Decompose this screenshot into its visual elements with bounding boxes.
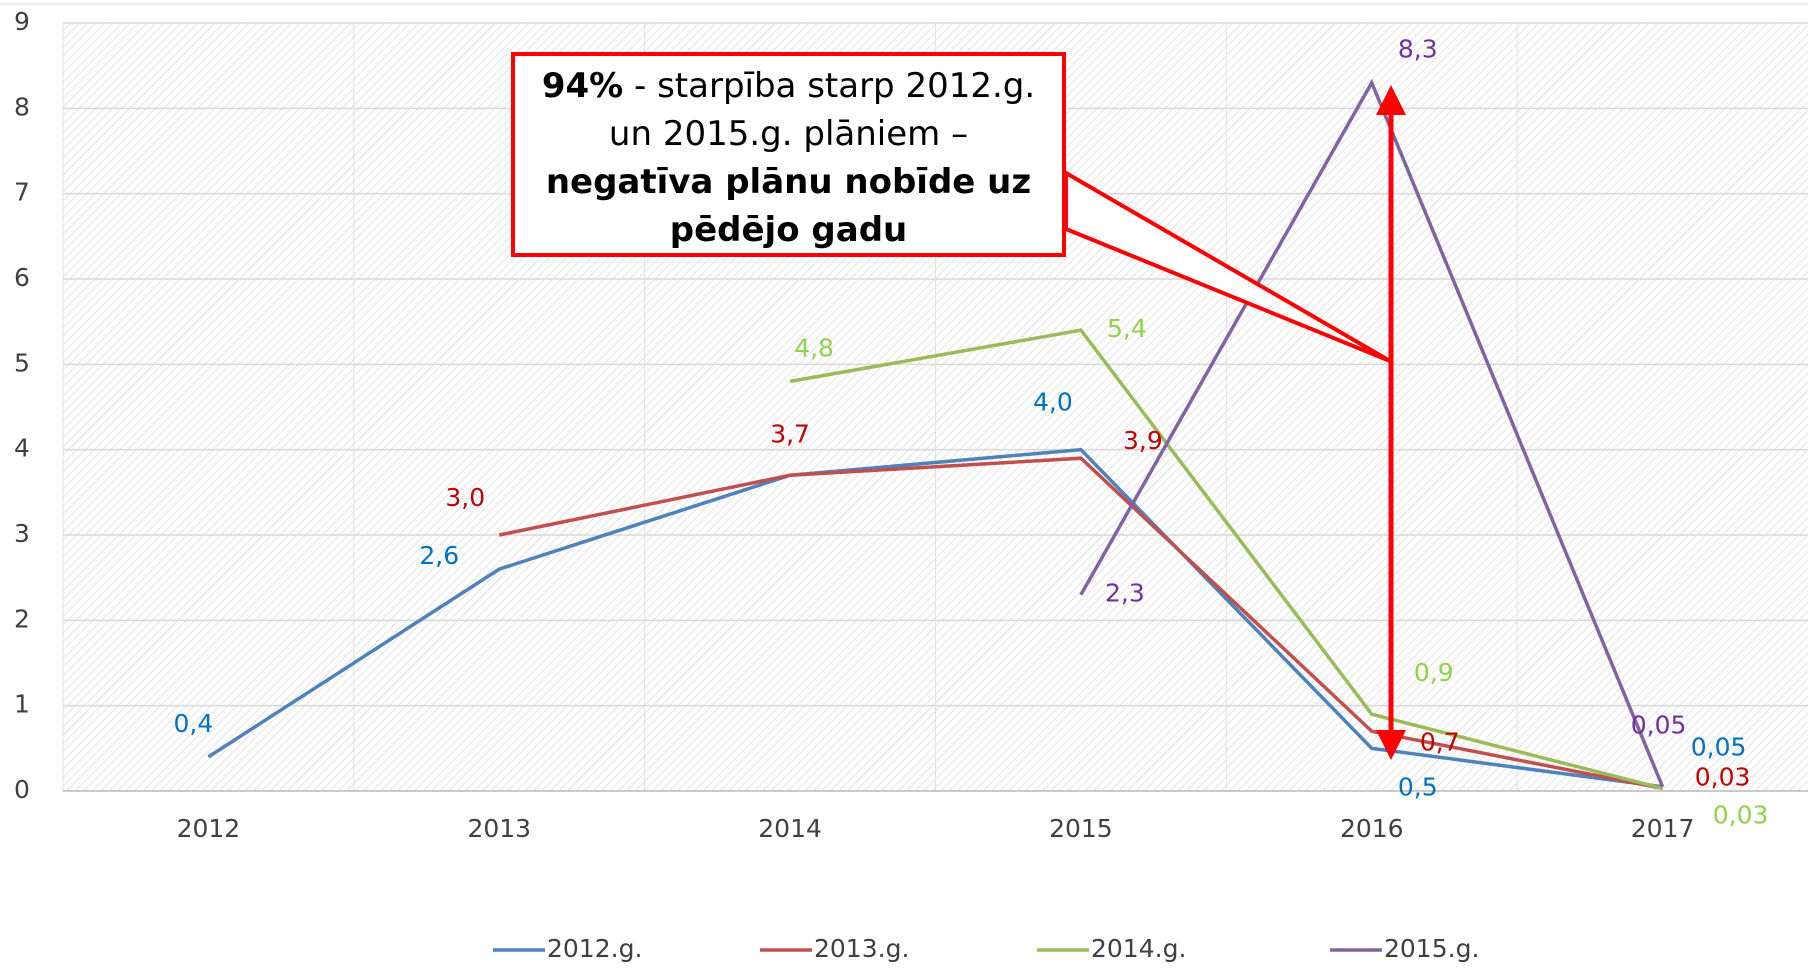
legend-label: 2013.g. bbox=[814, 934, 909, 963]
data-label: 0,7 bbox=[1420, 727, 1460, 756]
data-label: 2,6 bbox=[419, 541, 459, 570]
data-label: 0,9 bbox=[1414, 658, 1454, 687]
legend-label: 2015.g. bbox=[1384, 934, 1479, 963]
x-tick-label: 2016 bbox=[1340, 814, 1404, 843]
data-label: 0,03 bbox=[1713, 800, 1769, 829]
data-label: 3,7 bbox=[770, 419, 810, 448]
series-line bbox=[498, 456, 1663, 791]
annotation-box: 94% - starpība starp 2012.g. un 2015.g. p… bbox=[511, 52, 1066, 257]
data-label: 4,8 bbox=[794, 333, 834, 362]
y-tick-label: 1 bbox=[14, 690, 30, 719]
series-line bbox=[1079, 78, 1665, 788]
x-tick-label: 2012 bbox=[177, 814, 241, 843]
y-tick-label: 2 bbox=[14, 604, 30, 633]
data-label: 0,05 bbox=[1631, 711, 1687, 740]
data-label: 0,4 bbox=[174, 709, 214, 738]
data-label: 4,0 bbox=[1033, 388, 1073, 417]
annotation-line: un 2015.g. plāniem – bbox=[515, 110, 1062, 158]
legend-label: 2014.g. bbox=[1091, 934, 1186, 963]
y-tick-label: 8 bbox=[14, 92, 30, 121]
data-label: 5,4 bbox=[1107, 314, 1147, 343]
x-tick-label: 2017 bbox=[1631, 814, 1695, 843]
annotation-line: pēdējo gadu bbox=[515, 206, 1062, 254]
annotation-line: negatīva plānu nobīde uz bbox=[515, 158, 1062, 206]
data-label: 3,0 bbox=[445, 483, 485, 512]
annotation-text: pēdējo gadu bbox=[669, 210, 908, 250]
data-label: 8,3 bbox=[1398, 35, 1438, 64]
annotation-line: 94% - starpība starp 2012.g. bbox=[515, 62, 1062, 110]
x-tick-label: 2014 bbox=[758, 814, 822, 843]
data-label: 3,9 bbox=[1123, 426, 1163, 455]
x-tick-label: 2015 bbox=[1049, 814, 1113, 843]
legend-label: 2012.g. bbox=[547, 934, 642, 963]
annotation-text: negatīva plānu nobīde uz bbox=[545, 162, 1032, 202]
y-tick-label: 0 bbox=[14, 775, 30, 804]
y-tick-label: 6 bbox=[14, 263, 30, 292]
y-tick-label: 4 bbox=[14, 434, 30, 463]
y-tick-label: 7 bbox=[14, 178, 30, 207]
annotation-text: un 2015.g. plāniem – bbox=[608, 114, 969, 154]
data-label: 0,5 bbox=[1398, 772, 1438, 801]
annotation-text: 94% bbox=[541, 66, 624, 106]
y-tick-label: 5 bbox=[14, 348, 30, 377]
x-tick-label: 2013 bbox=[467, 814, 531, 843]
data-label: 0,03 bbox=[1695, 762, 1751, 791]
annotation-text: - starpība starp 2012.g. bbox=[623, 66, 1036, 106]
callout-pointer bbox=[1064, 169, 1392, 363]
series-line bbox=[207, 447, 1663, 789]
series-line bbox=[789, 328, 1664, 791]
y-tick-label: 9 bbox=[14, 7, 30, 36]
y-tick-label: 3 bbox=[14, 519, 30, 548]
data-label: 2,3 bbox=[1105, 579, 1145, 608]
data-label: 0,05 bbox=[1691, 733, 1747, 762]
